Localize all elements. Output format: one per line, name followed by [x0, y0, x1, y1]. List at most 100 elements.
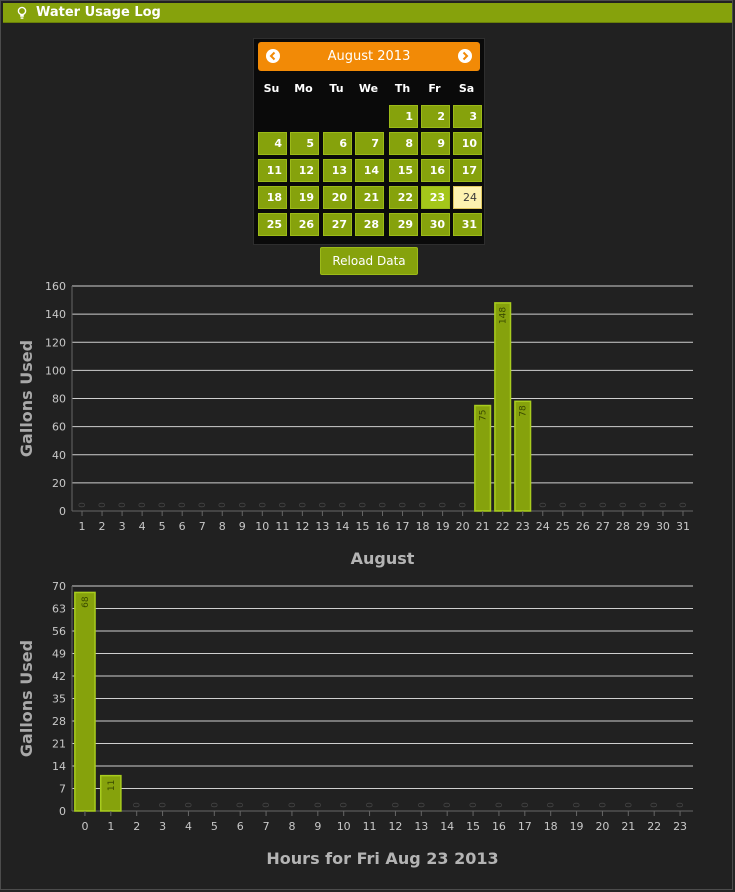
x-axis-title: Hours for Fri Aug 23 2013 [266, 849, 498, 868]
y-tick-label: 63 [52, 603, 66, 616]
x-tick-label: 11 [275, 520, 289, 533]
calendar-day[interactable]: 23 [421, 186, 450, 209]
x-tick-label: 16 [492, 820, 506, 833]
x-tick-label: 4 [139, 520, 146, 533]
y-tick-label: 70 [52, 580, 66, 593]
bar[interactable] [74, 591, 96, 812]
calendar-day[interactable]: 7 [355, 132, 384, 155]
y-tick-label: 100 [45, 364, 66, 377]
bar-value-label: 148 [499, 307, 509, 324]
calendar-day[interactable]: 20 [323, 186, 352, 209]
next-month-icon[interactable] [458, 49, 472, 63]
calendar-day[interactable]: 4 [258, 132, 287, 155]
bar[interactable] [494, 302, 512, 512]
calendar-day[interactable]: 18 [258, 186, 287, 209]
calendar-day[interactable]: 21 [355, 186, 384, 209]
bar-value-label: 0 [118, 502, 128, 508]
bar-value-label: 0 [439, 502, 449, 508]
x-tick-label: 13 [414, 820, 428, 833]
prev-month-icon[interactable] [266, 49, 280, 63]
calendar-day[interactable]: 31 [453, 213, 482, 236]
calendar-day[interactable]: 22 [389, 186, 418, 209]
calendar-day[interactable]: 13 [323, 159, 352, 182]
bar-value-label: 0 [419, 502, 429, 508]
calendar-day[interactable]: 25 [258, 213, 287, 236]
x-tick-label: 2 [99, 520, 106, 533]
x-tick-label: 19 [436, 520, 450, 533]
x-tick-label: 28 [616, 520, 630, 533]
hourly-usage-chart: 0714212835424956637068011102030405060708… [17, 580, 693, 868]
weekday-header: Th [394, 82, 411, 95]
bar-value-label: 0 [399, 502, 409, 508]
x-tick-label: 31 [676, 520, 690, 533]
reload-data-button[interactable]: Reload Data [320, 247, 418, 275]
calendar-day[interactable]: 17 [453, 159, 482, 182]
x-tick-label: 22 [647, 820, 661, 833]
bar-value-label: 0 [521, 802, 531, 808]
bar-value-label: 0 [236, 802, 246, 808]
bar-value-label: 0 [138, 502, 148, 508]
bar-value-label: 0 [539, 502, 549, 508]
calendar-day[interactable]: 8 [389, 132, 418, 155]
bar-value-label: 0 [318, 502, 328, 508]
bar-value-label: 0 [650, 802, 660, 808]
bar-value-label: 0 [639, 502, 649, 508]
bar-value-label: 0 [198, 502, 208, 508]
calendar-day[interactable]: 12 [290, 159, 319, 182]
bar-value-label: 0 [184, 802, 194, 808]
bar-value-label: 0 [598, 802, 608, 808]
calendar-day[interactable]: 1 [389, 105, 418, 128]
calendar-day[interactable]: 3 [453, 105, 482, 128]
calendar-day[interactable]: 24 [453, 186, 482, 209]
bar[interactable] [514, 400, 532, 512]
bar-value-label: 0 [238, 502, 248, 508]
bar-value-label: 0 [599, 502, 609, 508]
x-tick-label: 27 [596, 520, 610, 533]
bar-value-label: 0 [379, 502, 389, 508]
y-tick-label: 42 [52, 670, 66, 683]
x-tick-label: 15 [355, 520, 369, 533]
x-tick-label: 29 [636, 520, 650, 533]
bar-value-label: 0 [676, 802, 686, 808]
x-tick-label: 21 [476, 520, 490, 533]
bar-value-label: 0 [679, 502, 689, 508]
calendar-day[interactable]: 29 [389, 213, 418, 236]
x-tick-label: 7 [263, 820, 270, 833]
bar-value-label: 0 [579, 502, 589, 508]
calendar-day[interactable]: 15 [389, 159, 418, 182]
y-tick-label: 160 [45, 280, 66, 293]
x-tick-label: 6 [237, 820, 244, 833]
y-tick-label: 20 [52, 477, 66, 490]
calendar-day[interactable]: 10 [453, 132, 482, 155]
calendar-day[interactable]: 9 [421, 132, 450, 155]
calendar-day[interactable]: 14 [355, 159, 384, 182]
calendar-day[interactable]: 19 [290, 186, 319, 209]
calendar-day[interactable]: 6 [323, 132, 352, 155]
bar-value-label: 68 [81, 596, 91, 608]
x-tick-label: 17 [518, 820, 532, 833]
x-tick-label: 1 [79, 520, 86, 533]
x-tick-label: 16 [376, 520, 390, 533]
calendar-day[interactable]: 2 [421, 105, 450, 128]
calendar-day[interactable]: 11 [258, 159, 287, 182]
calendar-day[interactable]: 16 [421, 159, 450, 182]
y-tick-label: 7 [59, 783, 66, 796]
x-tick-label: 17 [396, 520, 410, 533]
calendar-day[interactable]: 26 [290, 213, 319, 236]
bar-value-label: 0 [159, 802, 169, 808]
x-tick-label: 12 [388, 820, 402, 833]
x-tick-label: 10 [337, 820, 351, 833]
bar-value-label: 0 [573, 802, 583, 808]
x-tick-label: 8 [288, 820, 295, 833]
bar-value-label: 0 [659, 502, 669, 508]
calendar-day[interactable]: 5 [290, 132, 319, 155]
calendar-day[interactable]: 27 [323, 213, 352, 236]
bar-value-label: 0 [495, 802, 505, 808]
calendar-day[interactable]: 30 [421, 213, 450, 236]
calendar-day[interactable]: 28 [355, 213, 384, 236]
y-tick-label: 21 [52, 738, 66, 751]
x-tick-label: 9 [314, 820, 321, 833]
x-tick-label: 3 [119, 520, 126, 533]
y-axis-title: Gallons Used [17, 340, 36, 457]
x-tick-label: 1 [107, 820, 114, 833]
